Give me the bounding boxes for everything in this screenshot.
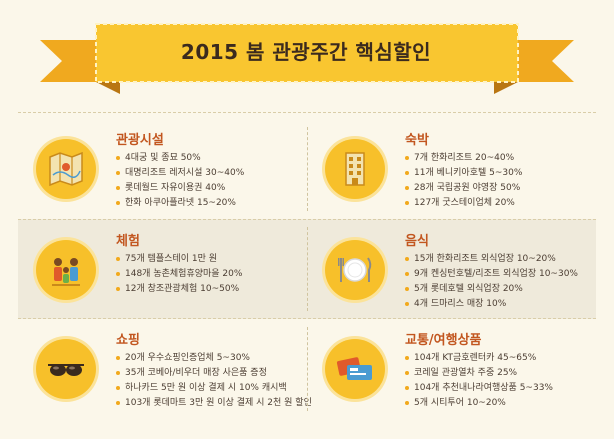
section-title: 음식 <box>405 234 429 249</box>
hotel-icon <box>325 139 385 199</box>
discount-list: 104개 KT금호렌터카 45~65% 코레일 관광열차 주중 25% 104개… <box>405 351 553 411</box>
discount-list: 15개 한화리조트 외식업장 10~20% 9개 켄싱턴호텔/리조트 외식업장 … <box>405 252 578 312</box>
section-attractions: 관광시설 4대궁 및 종묘 50% 대명리조트 레저시설 30~40% 롯데월드… <box>18 119 307 219</box>
row-1: 관광시설 4대궁 및 종묘 50% 대명리조트 레저시설 30~40% 롯데월드… <box>18 119 596 219</box>
section-shopping: 쇼핑 20개 우수쇼핑인증업체 5~30% 35개 코베아/비우더 매장 사은품… <box>18 319 312 419</box>
list-item: 11개 베니키아호텔 5~30% <box>405 166 522 181</box>
discount-list: 75개 템플스테이 1만 원 148개 농촌체험휴양마을 20% 12개 창조관… <box>116 252 242 297</box>
list-item: 35개 코베아/비우더 매장 사은품 증정 <box>116 366 312 381</box>
list-item: 104개 KT금호렌터카 45~65% <box>405 351 553 366</box>
list-item: 4대궁 및 종묘 50% <box>116 151 244 166</box>
list-item: 28개 국립공원 야영장 50% <box>405 181 522 196</box>
section-title: 관광시설 <box>116 133 164 148</box>
page-title: 2015 봄 관광주간 핵심할인 <box>180 39 432 64</box>
list-item: 하나카드 5만 원 이상 결제 시 10% 캐시백 <box>116 381 312 396</box>
list-item: 104개 추천내나라여행상품 5~33% <box>405 381 553 396</box>
list-item: 5개 시티투어 10~20% <box>405 396 553 411</box>
list-item: 15개 한화리조트 외식업장 10~20% <box>405 252 578 267</box>
discount-list: 4대궁 및 종묘 50% 대명리조트 레저시설 30~40% 롯데월드 자유이용… <box>116 151 244 211</box>
list-item: 9개 켄싱턴호텔/리조트 외식업장 10~30% <box>405 267 578 282</box>
list-item: 103개 롯데마트 3만 원 이상 결제 시 2천 원 할인 <box>116 396 312 411</box>
column-divider <box>307 327 308 411</box>
list-item: 148개 농촌체험휴양마을 20% <box>116 267 242 282</box>
section-food: 음식 15개 한화리조트 외식업장 10~20% 9개 켄싱턴호텔/리조트 외식… <box>307 220 596 320</box>
discount-list: 20개 우수쇼핑인증업체 5~30% 35개 코베아/비우더 매장 사은품 증정… <box>116 351 312 411</box>
section-title: 체험 <box>116 234 140 249</box>
list-item: 한화 아쿠아플라넷 15~20% <box>116 196 244 211</box>
plate-icon <box>325 240 385 300</box>
discount-grid: 관광시설 4대궁 및 종묘 50% 대명리조트 레저시설 30~40% 롯데월드… <box>18 112 596 434</box>
list-item: 20개 우수쇼핑인증업체 5~30% <box>116 351 312 366</box>
ticket-icon <box>325 339 385 399</box>
row-3: 쇼핑 20개 우수쇼핑인증업체 5~30% 35개 코베아/비우더 매장 사은품… <box>18 319 596 419</box>
list-item: 75개 템플스테이 1만 원 <box>116 252 242 267</box>
sunglasses-icon <box>36 339 96 399</box>
list-item: 4개 드마리스 매장 10% <box>405 297 578 312</box>
section-title: 쇼핑 <box>116 333 140 348</box>
list-item: 대명리조트 레저시설 30~40% <box>116 166 244 181</box>
section-title: 교통/여행상품 <box>405 333 482 348</box>
section-experience: 체험 75개 템플스테이 1만 원 148개 농촌체험휴양마을 20% 12개 … <box>18 220 307 320</box>
title-banner: 2015 봄 관광주간 핵심할인 <box>0 0 614 100</box>
column-divider <box>307 127 308 211</box>
column-divider <box>307 227 308 311</box>
list-item: 12개 창조관광체험 10~50% <box>116 282 242 297</box>
section-lodging: 숙박 7개 한화리조트 20~40% 11개 베니키아호텔 5~30% 28개 … <box>307 119 596 219</box>
section-title: 숙박 <box>405 133 429 148</box>
list-item: 5개 롯데호텔 외식업장 20% <box>405 282 578 297</box>
list-item: 127개 굿스테이업체 20% <box>405 196 522 211</box>
map-icon <box>36 139 96 199</box>
section-transport-tours: 교통/여행상품 104개 KT금호렌터카 45~65% 코레일 관광열차 주중 … <box>307 319 596 419</box>
list-item: 코레일 관광열차 주중 25% <box>405 366 553 381</box>
discount-list: 7개 한화리조트 20~40% 11개 베니키아호텔 5~30% 28개 국립공… <box>405 151 522 211</box>
family-icon <box>36 240 96 300</box>
list-item: 롯데월드 자유이용권 40% <box>116 181 244 196</box>
list-item: 7개 한화리조트 20~40% <box>405 151 522 166</box>
